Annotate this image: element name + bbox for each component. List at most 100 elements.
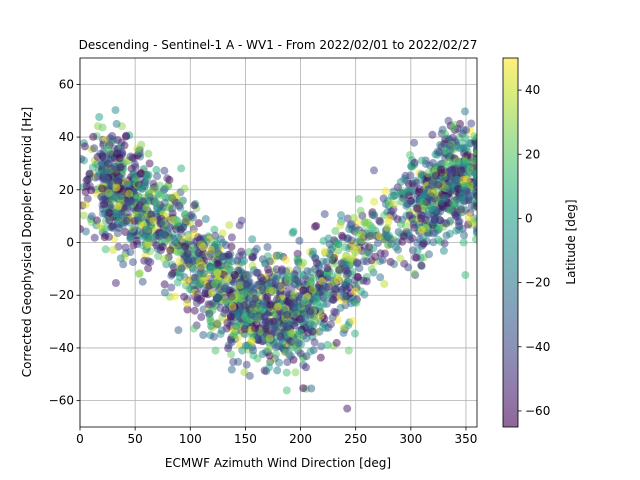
scatter-point	[221, 285, 230, 294]
scatter-point	[362, 277, 371, 286]
scatter-point	[196, 264, 205, 272]
scatter-point	[287, 329, 296, 338]
scatter-point	[299, 286, 308, 295]
scatter-point	[144, 240, 153, 249]
scatter-point	[351, 248, 360, 257]
scatter-point	[336, 221, 345, 230]
scatter-point	[328, 243, 337, 252]
scatter-point	[125, 189, 134, 198]
scatter-point	[168, 269, 177, 278]
y-axis-label: Corrected Geophysical Doppler Centroid […	[20, 107, 34, 377]
scatter-point	[351, 287, 359, 296]
scatter-point	[367, 265, 376, 274]
scatter-point	[190, 324, 198, 333]
scatter-point	[320, 281, 329, 290]
scatter-point	[428, 178, 437, 187]
colorbar: −60 −40 −20 0 20 40 Latitude [deg]	[502, 57, 578, 428]
scatter-point	[144, 257, 153, 266]
scatter-point	[272, 350, 280, 359]
scatter-point	[276, 281, 285, 290]
scatter-point	[464, 212, 473, 221]
scatter-point	[108, 132, 117, 140]
scatter-point	[103, 159, 112, 168]
colorbar-tick-label: 20	[525, 147, 540, 161]
y-axis-ticks: −60 −40 −20 0 20 40 60	[49, 77, 80, 408]
colorbar-frame	[502, 57, 519, 428]
scatter-point	[237, 216, 246, 225]
scatter-point	[317, 342, 326, 351]
scatter-point	[136, 182, 145, 191]
scatter-point	[227, 266, 236, 275]
colorbar-tick-label: −60	[525, 404, 550, 418]
x-tick-label: 200	[289, 432, 312, 446]
scatter-point	[247, 336, 256, 345]
scatter-point	[337, 211, 345, 220]
scatter-point	[176, 225, 185, 234]
scatter-point	[245, 371, 254, 380]
scatter-point	[80, 211, 88, 220]
colorbar-label: Latitude [deg]	[564, 199, 578, 284]
scatter-point	[217, 326, 226, 335]
scatter-point	[242, 315, 251, 324]
scatter-point	[370, 211, 379, 220]
scatter-point	[123, 180, 132, 189]
scatter-point	[473, 141, 477, 150]
scatter-point	[289, 227, 298, 236]
scatter-point	[183, 299, 191, 308]
scatter-point	[169, 263, 178, 272]
scatter-point	[370, 197, 379, 206]
scatter-point	[386, 199, 394, 208]
scatter-point	[80, 155, 86, 163]
scatter-point	[153, 172, 162, 181]
x-tick-label: 100	[179, 432, 202, 446]
scatter-point	[262, 325, 271, 334]
scatter-point	[130, 160, 139, 169]
scatter-point	[312, 221, 321, 230]
scatter-point	[348, 317, 357, 326]
scatter-point	[180, 184, 189, 193]
scatter-point	[167, 283, 176, 292]
scatter-point	[213, 293, 222, 302]
scatter-point	[365, 248, 374, 257]
scatter-point	[209, 332, 218, 341]
scatter-point	[368, 224, 377, 233]
scatter-point	[110, 162, 119, 171]
scatter-point	[87, 186, 96, 195]
y-tick-label: 20	[59, 183, 74, 197]
scatter-point	[428, 130, 437, 139]
scatter-point	[445, 166, 454, 175]
scatter-point	[199, 331, 208, 339]
scatter-point	[298, 307, 307, 316]
scatter-point	[138, 277, 147, 286]
scatter-point	[248, 300, 257, 309]
scatter-point	[81, 200, 90, 209]
scatter-point	[461, 156, 470, 165]
scatter-point	[362, 221, 371, 230]
scatter-point	[427, 192, 436, 201]
scatter-point	[442, 219, 451, 228]
scatter-point	[183, 305, 192, 314]
y-tick-label: −60	[49, 394, 74, 408]
scatter-point	[157, 220, 166, 229]
scatter-point	[249, 346, 258, 355]
scatter-point	[109, 223, 118, 232]
scatter-point	[290, 319, 298, 328]
x-tick-label: 350	[455, 432, 478, 446]
scatter-point	[387, 207, 396, 216]
scatter-point	[213, 318, 222, 327]
x-tick-label: 300	[399, 432, 422, 446]
y-tick-label: −20	[49, 288, 74, 302]
y-tick-label: 60	[59, 77, 74, 91]
scatter-point	[105, 208, 114, 217]
scatter-point	[339, 292, 348, 301]
scatter-point	[227, 292, 236, 301]
scatter-point	[251, 324, 260, 333]
scatter-point	[211, 346, 220, 355]
scatter-point	[406, 171, 415, 180]
scatter-point	[228, 302, 237, 311]
scatter-point	[384, 214, 393, 222]
scatter-point	[283, 319, 292, 328]
scatter-point	[316, 312, 325, 321]
scatter-point	[390, 260, 398, 269]
y-tick-label: 0	[66, 236, 74, 250]
